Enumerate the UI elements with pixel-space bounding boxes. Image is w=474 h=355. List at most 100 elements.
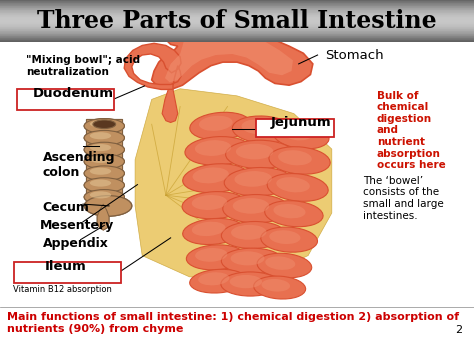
Bar [0,26,474,27]
Ellipse shape [223,195,289,223]
Bar [86,119,122,204]
Bar [0,36,474,37]
Bar [0,22,474,23]
Bar [0,39,474,40]
Ellipse shape [182,164,249,193]
Polygon shape [152,21,313,89]
Ellipse shape [226,140,294,169]
Text: Three Parts of Small Intestine: Three Parts of Small Intestine [37,9,437,33]
Ellipse shape [242,119,275,134]
Bar [0,20,474,21]
Text: Cecum: Cecum [43,201,90,214]
Ellipse shape [84,142,124,157]
Ellipse shape [182,192,246,219]
Text: "Mixing bowl"; acid
neutralization: "Mixing bowl"; acid neutralization [26,55,140,77]
Ellipse shape [190,112,251,140]
Text: The ‘bowel’
consists of the
small and large
intestines.: The ‘bowel’ consists of the small and la… [363,176,443,220]
FancyBboxPatch shape [17,89,114,110]
Polygon shape [162,89,178,122]
Ellipse shape [84,190,124,204]
Ellipse shape [281,126,312,140]
Ellipse shape [185,137,251,165]
Ellipse shape [269,230,301,244]
Ellipse shape [264,201,323,227]
Ellipse shape [90,156,111,163]
Ellipse shape [84,130,124,145]
Ellipse shape [230,251,264,266]
Bar [0,30,474,31]
Bar [0,37,474,38]
Bar [0,32,474,33]
Bar [0,0,474,1]
Ellipse shape [186,245,245,270]
Ellipse shape [90,144,111,151]
Bar [0,34,474,35]
Ellipse shape [221,248,283,274]
Ellipse shape [90,120,111,127]
Bar [0,41,474,42]
Ellipse shape [90,180,111,187]
Bar [0,19,474,20]
Bar [0,33,474,34]
Ellipse shape [273,122,329,149]
Ellipse shape [195,248,228,262]
Ellipse shape [232,116,294,143]
Polygon shape [97,204,109,230]
Ellipse shape [84,119,124,133]
Ellipse shape [199,116,233,131]
Ellipse shape [233,198,269,214]
Ellipse shape [90,191,111,198]
Bar [0,24,474,25]
Bar [0,23,474,24]
Ellipse shape [221,272,280,296]
Bar [0,10,474,11]
Ellipse shape [262,279,290,291]
Text: Mesentery: Mesentery [40,219,115,232]
Ellipse shape [84,178,124,193]
Ellipse shape [278,150,312,165]
Ellipse shape [254,276,306,299]
Polygon shape [165,28,293,82]
Ellipse shape [90,168,111,175]
Ellipse shape [190,269,246,293]
Text: Bulk of
chemical
digestion
and
nutrient
absorption
occurs here: Bulk of chemical digestion and nutrient … [377,91,446,170]
Bar [0,4,474,5]
Bar [0,29,474,30]
FancyBboxPatch shape [256,119,334,137]
Ellipse shape [236,144,273,159]
Ellipse shape [84,154,124,169]
Ellipse shape [192,222,226,236]
Ellipse shape [230,275,262,288]
Ellipse shape [221,222,286,248]
Ellipse shape [198,272,229,285]
Ellipse shape [90,180,111,187]
Ellipse shape [84,119,124,133]
Ellipse shape [90,156,111,163]
Ellipse shape [90,120,111,127]
Text: Main functions of small intestine: 1) chemical digestion 2) absorption of
nutrie: Main functions of small intestine: 1) ch… [7,312,459,334]
Ellipse shape [269,147,330,174]
Bar [0,28,474,29]
Polygon shape [135,89,332,277]
Ellipse shape [90,191,111,198]
Text: Ascending
colon: Ascending colon [43,151,115,179]
FancyBboxPatch shape [14,262,121,283]
Ellipse shape [273,204,306,218]
Bar [0,3,474,4]
Bar [0,16,474,17]
Bar [0,17,474,18]
Bar [0,6,474,7]
Ellipse shape [84,130,124,145]
Ellipse shape [261,227,318,252]
Bar [0,9,474,10]
Bar [0,11,474,12]
Bar [0,5,474,6]
Ellipse shape [84,154,124,169]
Ellipse shape [84,196,132,216]
Bar [0,7,474,8]
Bar [0,14,474,15]
Ellipse shape [191,195,227,210]
Ellipse shape [84,166,124,181]
Text: Appendix: Appendix [43,237,109,250]
Ellipse shape [90,132,111,139]
